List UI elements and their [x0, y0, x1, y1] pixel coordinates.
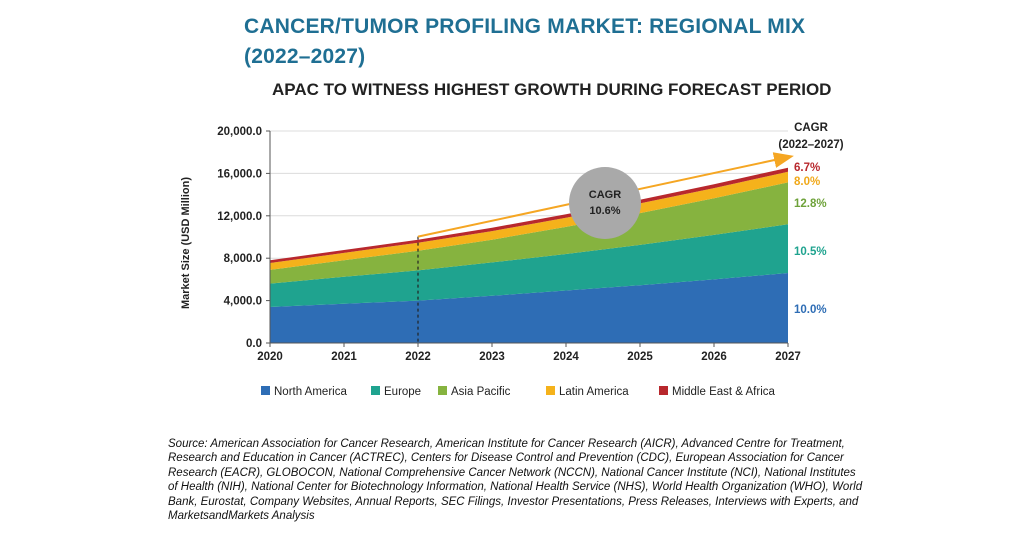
y-tick-label: 12,000.0: [217, 211, 262, 223]
cagr-label: 6.7%: [794, 162, 820, 174]
legend-swatch-north-america: [261, 386, 270, 395]
legend-label-asia-pacific: Asia Pacific: [451, 386, 511, 398]
y-tick-label: 0.0: [246, 338, 262, 350]
x-axis: 2020 2021 2022 2023 2024 2025 2026 2027: [257, 342, 801, 363]
legend: North America Europe Asia Pacific Latin Ame…: [261, 386, 776, 398]
chart-title-line1: CANCER/TUMOR PROFILING MARKET: REGIONAL …: [244, 15, 806, 38]
area-chart: 0.0 4,000.0 8,000.0 12,000.0 16,000.0 20,000.…: [180, 122, 844, 398]
y-axis: 0.0 4,000.0 8,000.0 12,000.0 16,000.0 20,000.…: [217, 126, 271, 350]
area-europe: [270, 224, 788, 307]
legend-label-europe: Europe: [384, 386, 421, 398]
x-tick-label: 2020: [257, 351, 283, 363]
cagr-labels: 10.0% 10.5% 12.8% 8.0% 6.7%: [794, 162, 827, 316]
cagr-label: 10.5%: [794, 246, 827, 258]
legend-label-latin-america: Latin America: [559, 386, 629, 398]
cagr-bubble-value: 10.6%: [589, 205, 620, 217]
source-note: Source: American Association for Cancer …: [168, 438, 863, 523]
cagr-label: 8.0%: [794, 176, 820, 188]
legend-swatch-asia-pacific: [438, 386, 447, 395]
legend-swatch-europe: [371, 386, 380, 395]
area-latin-america: [270, 171, 788, 270]
cagr-bubble-label: CAGR: [589, 189, 621, 201]
chart-title: CANCER/TUMOR PROFILING MARKET: REGIONAL …: [244, 12, 805, 72]
x-tick-label: 2022: [405, 351, 431, 363]
cagr-header-line2: (2022–2027): [778, 139, 843, 151]
x-tick-label: 2026: [701, 351, 727, 363]
x-tick-label: 2025: [627, 351, 653, 363]
x-tick-label: 2024: [553, 351, 579, 363]
cagr-bubble-circle: [569, 167, 641, 239]
y-tick-label: 20,000.0: [217, 126, 262, 138]
area-asia-pacific: [270, 182, 788, 284]
area-north-america: [270, 273, 788, 343]
legend-swatch-latin-america: [546, 386, 555, 395]
area-series-layer: [270, 167, 788, 343]
cagr-bubble: CAGR 10.6%: [569, 167, 641, 239]
chart-title-line2: (2022–2027): [244, 45, 366, 68]
cagr-header-line1: CAGR: [794, 122, 829, 134]
y-tick-label: 16,000.0: [217, 168, 262, 180]
legend-label-north-america: North America: [274, 386, 347, 398]
y-axis-title: Market Size (USD Million): [180, 177, 192, 309]
chart-subtitle: APAC TO WITNESS HIGHEST GROWTH DURING FO…: [272, 80, 832, 99]
y-tick-label: 4,000.0: [224, 296, 262, 308]
cagr-label: 12.8%: [794, 198, 827, 210]
x-tick-label: 2023: [479, 351, 505, 363]
cagr-label: 10.0%: [794, 304, 827, 316]
area-middle-east-africa: [270, 167, 788, 263]
x-tick-label: 2027: [775, 351, 801, 363]
legend-label-middle-east-africa: Middle East & Africa: [672, 386, 776, 398]
legend-swatch-middle-east-africa: [659, 386, 668, 395]
x-tick-label: 2021: [331, 351, 357, 363]
y-tick-label: 8,000.0: [224, 253, 262, 265]
